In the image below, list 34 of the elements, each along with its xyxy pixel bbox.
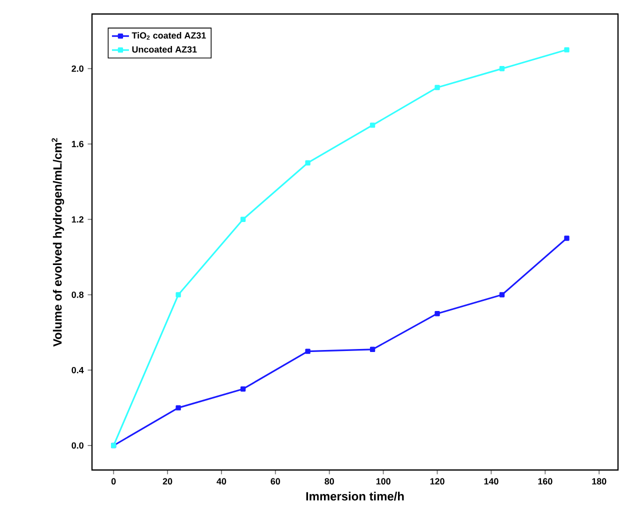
point <box>434 311 440 316</box>
point <box>499 66 505 72</box>
point <box>370 122 376 128</box>
x-tick-label: 160 <box>538 478 552 485</box>
y-tick-label: 1.6 <box>72 140 84 148</box>
y-axis-title: Volume of evolved hydrogen/mL/cm$^{2}$ <box>52 138 64 347</box>
x-tick-label: 20 <box>162 478 172 485</box>
legend-label: Uncoated AZ31 <box>132 46 197 53</box>
y-tick-label: 0.4 <box>72 366 84 374</box>
legend-label: TiO$_{2}$ coated AZ31 <box>132 32 206 40</box>
y-tick-label: 1.2 <box>72 216 84 223</box>
point <box>305 160 310 166</box>
point <box>564 47 570 52</box>
x-tick-label: 40 <box>216 478 226 485</box>
x-tick-label: 60 <box>270 478 280 485</box>
point <box>564 236 570 241</box>
point <box>305 348 310 354</box>
x-tick-label: 0 <box>111 478 116 485</box>
x-axis-title: Immersion time/h <box>306 492 404 501</box>
y-tick-label: 0.8 <box>72 292 84 298</box>
x-tick-label: 140 <box>484 478 498 485</box>
x-tick-label: 120 <box>430 478 444 485</box>
x-tick-label: 80 <box>324 478 334 485</box>
x-tick-label: 100 <box>376 478 390 485</box>
point <box>434 84 440 90</box>
y-tick-label: 0.0 <box>72 442 84 449</box>
point <box>499 292 505 298</box>
point <box>240 216 246 222</box>
point <box>176 292 181 298</box>
x-tick-label: 180 <box>592 478 606 485</box>
point <box>176 405 181 410</box>
point <box>240 386 246 392</box>
point <box>370 346 376 352</box>
y-tick-label: 2.0 <box>72 65 84 72</box>
